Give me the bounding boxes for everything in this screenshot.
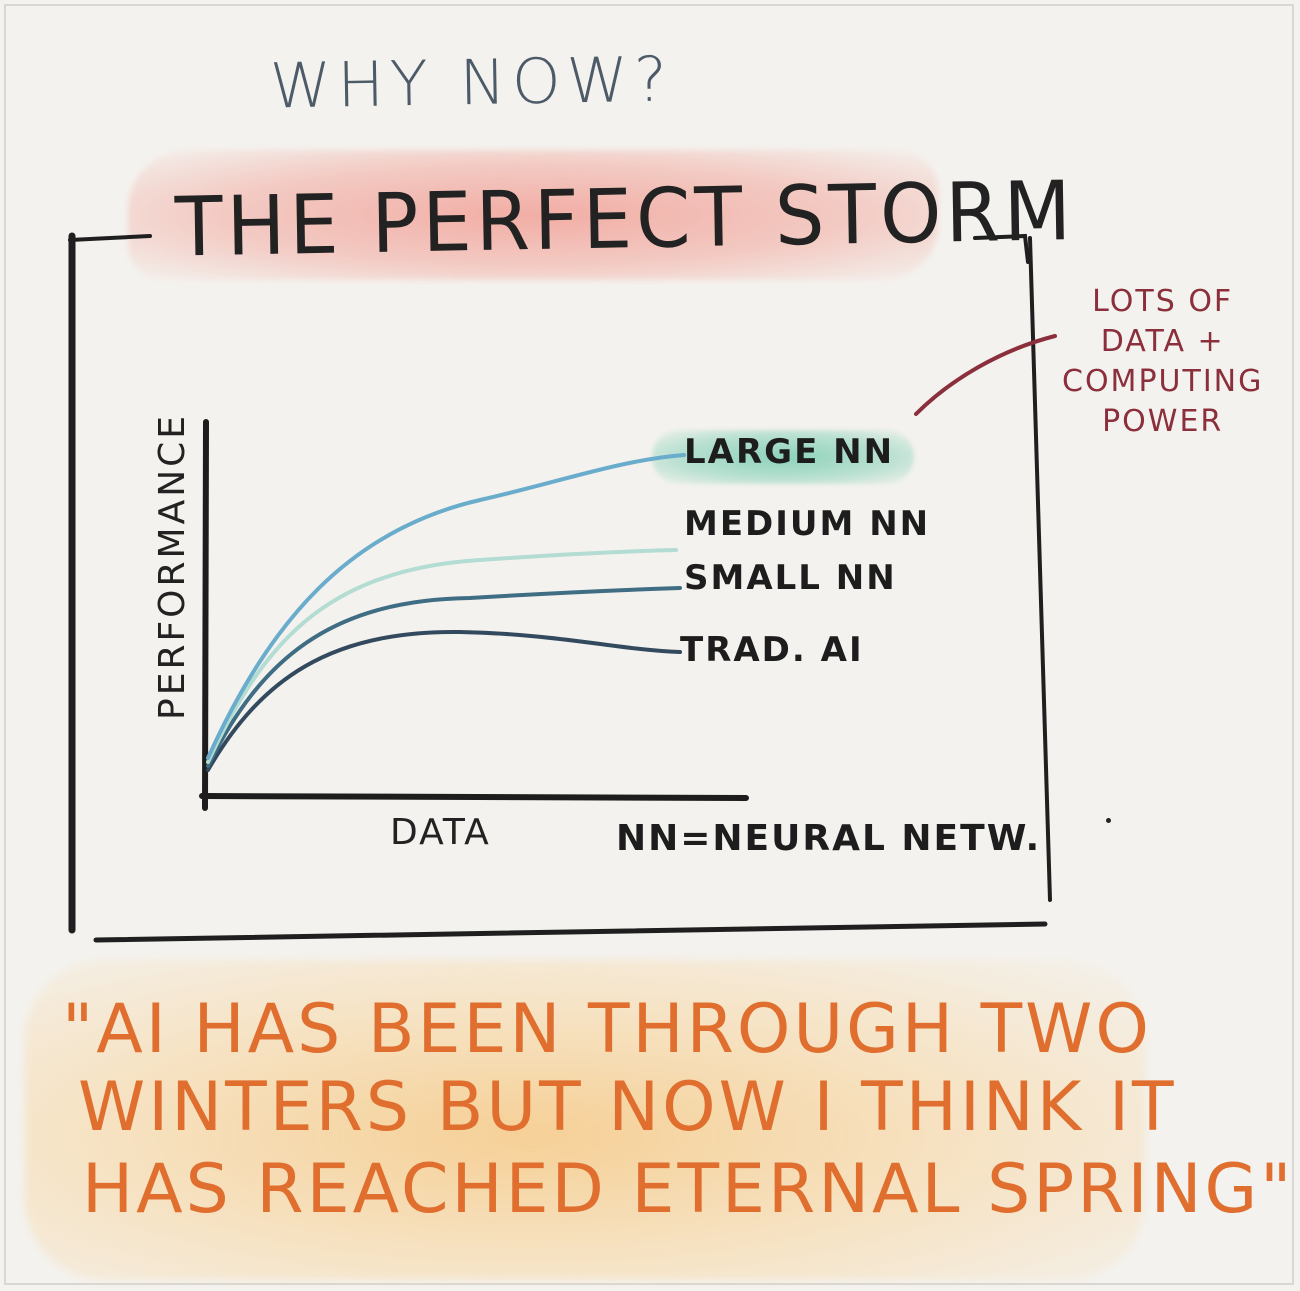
annotation-line: LOTS OF <box>1092 284 1234 319</box>
annotation-pointer <box>914 334 1057 416</box>
image-border <box>4 4 1294 1285</box>
frame-top-right <box>973 233 1030 264</box>
label-large-nn: LARGE NN <box>684 432 895 472</box>
nn-footnote: NN=NEURAL NETW. <box>616 818 1042 859</box>
curve-large-nn <box>206 453 686 760</box>
x-axis-label: DATA <box>390 812 491 853</box>
label-medium-nn: MEDIUM NN <box>684 504 931 544</box>
annotation-line: DATA + <box>1100 324 1225 359</box>
y-axis <box>202 419 209 811</box>
curve-medium-nn <box>206 548 678 764</box>
quote-line-2: WINTERS BUT NOW I THINK IT <box>78 1068 1177 1147</box>
quote-highlight <box>25 960 1145 1280</box>
frame-bottom <box>93 921 1048 943</box>
curve-trad-ai <box>206 629 682 772</box>
quote-line-3: HAS REACHED ETERNAL SPRING" <box>82 1150 1295 1229</box>
annotation-note: LOTS OF DATA + COMPUTING POWER <box>1062 282 1263 442</box>
annotation-line: POWER <box>1102 404 1224 439</box>
large-nn-highlight <box>652 430 914 484</box>
y-axis-label: PERFORMANCE <box>152 412 193 720</box>
curve-small-nn <box>206 586 682 768</box>
page-heading: WHY NOW? <box>269 42 674 123</box>
quote-line-1: "AI HAS BEEN THROUGH TWO <box>62 990 1152 1069</box>
label-trad-ai: TRAD. AI <box>680 630 864 670</box>
frame-top-left <box>68 234 152 242</box>
stray-dot <box>1106 818 1111 823</box>
label-small-nn: SMALL NN <box>684 558 897 598</box>
annotation-line: COMPUTING <box>1062 364 1264 399</box>
x-axis <box>199 793 749 801</box>
frame-right <box>1028 236 1052 902</box>
page-title: THE PERFECT STORM <box>174 164 1076 276</box>
title-highlight <box>128 150 938 280</box>
